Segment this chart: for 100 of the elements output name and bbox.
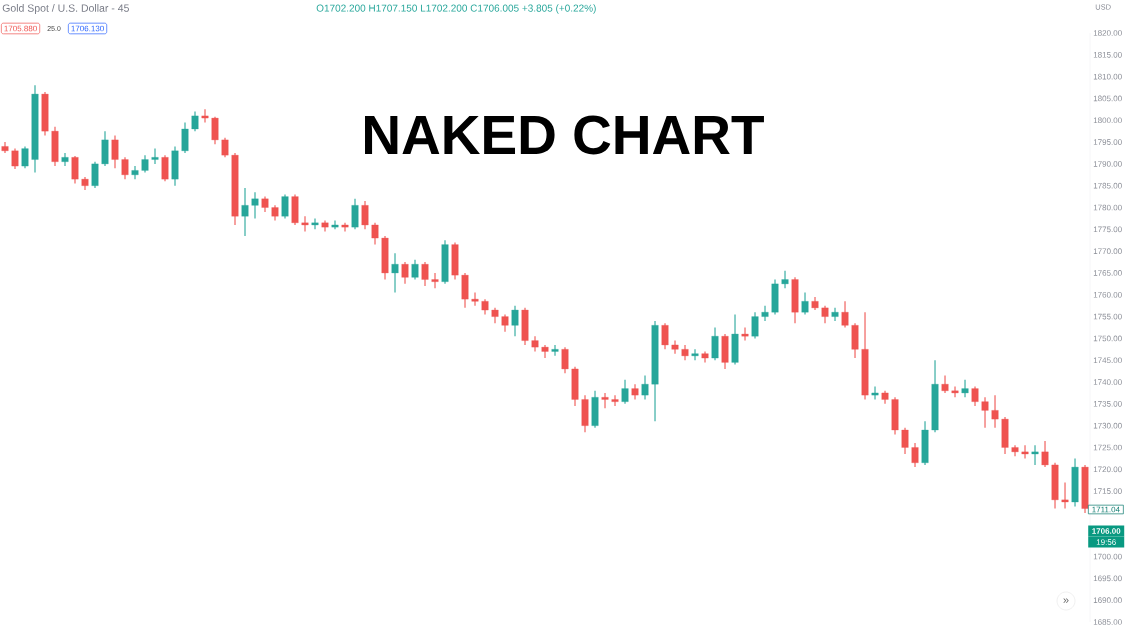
y-tick-label: 1750.00 <box>1093 335 1122 342</box>
candlestick <box>641 374 649 401</box>
candlestick <box>251 191 259 219</box>
candlestick <box>131 165 139 180</box>
candlestick <box>691 348 699 361</box>
candlestick <box>121 156 129 180</box>
y-tick-label: 1700.00 <box>1093 553 1122 560</box>
candlestick <box>431 272 439 289</box>
candlestick <box>421 261 429 287</box>
text: 1711.04 <box>1092 506 1120 513</box>
annotation: » <box>1063 598 1069 603</box>
candlestick <box>391 252 399 294</box>
candlestick <box>751 311 759 339</box>
candlestick <box>711 326 719 361</box>
candlestick <box>551 344 559 357</box>
candlestick <box>871 385 879 401</box>
candlestick <box>561 346 569 374</box>
text: 1706.00 <box>1092 528 1121 534</box>
y-tick-label: 1725.00 <box>1093 444 1122 451</box>
candlestick <box>341 222 349 233</box>
y-tick-label: 1740.00 <box>1093 379 1122 385</box>
candlestick <box>71 155 79 185</box>
candlestick <box>671 340 679 355</box>
y-tick-label: 1820.00 <box>1093 30 1122 36</box>
candlestick <box>111 134 119 169</box>
candlestick <box>511 305 519 337</box>
y-tick-label: 1685.00 <box>1093 619 1122 625</box>
y-tick-label: 1790.00 <box>1093 161 1122 167</box>
candlestick <box>191 110 199 132</box>
y-tick-label: 1715.00 <box>1093 488 1122 494</box>
candlestick <box>971 385 979 407</box>
y-tick-label: 1805.00 <box>1093 95 1122 102</box>
candlestick <box>241 187 249 237</box>
text: 1706.130 <box>71 25 104 32</box>
y-tick-label: 1795.00 <box>1093 139 1122 145</box>
y-tick-label: 1760.00 <box>1093 291 1122 298</box>
y-tick-label: 1775.00 <box>1093 226 1122 233</box>
candlestick <box>151 148 159 165</box>
text: Gold Spot / U.S. Dollar - 45 <box>2 4 129 14</box>
candlestick <box>1011 444 1019 457</box>
y-tick-label: 1765.00 <box>1093 270 1122 276</box>
candlestick <box>621 379 629 405</box>
candlestick <box>741 326 749 342</box>
candlestick <box>831 307 839 322</box>
text: O1702.200 H1707.150 L1702.200 C1706.005 +3.805 (+0.22%) <box>316 4 596 14</box>
candlestick <box>101 130 109 167</box>
candlestick <box>361 200 369 230</box>
candlestick <box>471 292 479 307</box>
y-tick-label: 1730.00 <box>1093 422 1122 429</box>
candlestick <box>201 108 209 123</box>
candlestick <box>601 392 609 409</box>
candlestick <box>991 394 999 429</box>
y-tick-label: 1785.00 <box>1093 182 1122 189</box>
y-tick-label: 1770.00 <box>1093 248 1122 254</box>
candlestick <box>1041 440 1049 468</box>
candlestick <box>1 141 9 154</box>
candlestick <box>351 198 359 230</box>
y-tick-label: 1735.00 <box>1093 401 1122 407</box>
candlestick <box>941 374 949 394</box>
candlestick <box>661 322 669 350</box>
y-tick-label: 1755.00 <box>1093 313 1122 320</box>
candlestick <box>961 379 969 398</box>
candlestick <box>1021 444 1029 459</box>
candlestick <box>951 385 959 398</box>
candlestick <box>371 222 379 246</box>
candlestick <box>901 427 909 455</box>
candlestick <box>461 272 469 309</box>
candlestick <box>981 396 989 429</box>
y-tick-label: 1690.00 <box>1093 597 1122 604</box>
candlestick <box>611 394 619 407</box>
text: NAKED CHART <box>365 115 764 155</box>
y-tick-label: 1815.00 <box>1093 51 1122 58</box>
candlestick <box>301 215 309 233</box>
candlestick <box>851 322 859 359</box>
candlestick <box>91 161 99 189</box>
text: 19:56 <box>1096 539 1116 545</box>
candlestick <box>21 145 29 169</box>
candlestick <box>1031 444 1039 466</box>
candlestick <box>211 116 219 145</box>
y-tick-label: 1720.00 <box>1093 466 1122 473</box>
candlestick <box>761 305 769 322</box>
candlestick <box>411 259 419 281</box>
candlestick <box>221 137 229 158</box>
candlestick <box>541 344 549 359</box>
candlestick <box>181 121 189 154</box>
candlestick <box>401 261 409 285</box>
candlestick <box>911 442 919 468</box>
candlestick <box>161 154 169 182</box>
candlestick <box>281 193 289 219</box>
candlestick <box>11 148 19 170</box>
y-tick-label: 1810.00 <box>1093 73 1122 80</box>
candlestick <box>61 152 69 167</box>
candlestick <box>801 292 809 315</box>
candlestick <box>1061 481 1069 510</box>
text: 1705.880 <box>4 25 37 32</box>
y-tick-label: 1745.00 <box>1093 357 1122 364</box>
y-tick-label: 1695.00 <box>1093 575 1122 582</box>
y-tick-label: 1800.00 <box>1093 117 1122 124</box>
candlestick <box>841 300 849 329</box>
candlestick <box>781 270 789 289</box>
